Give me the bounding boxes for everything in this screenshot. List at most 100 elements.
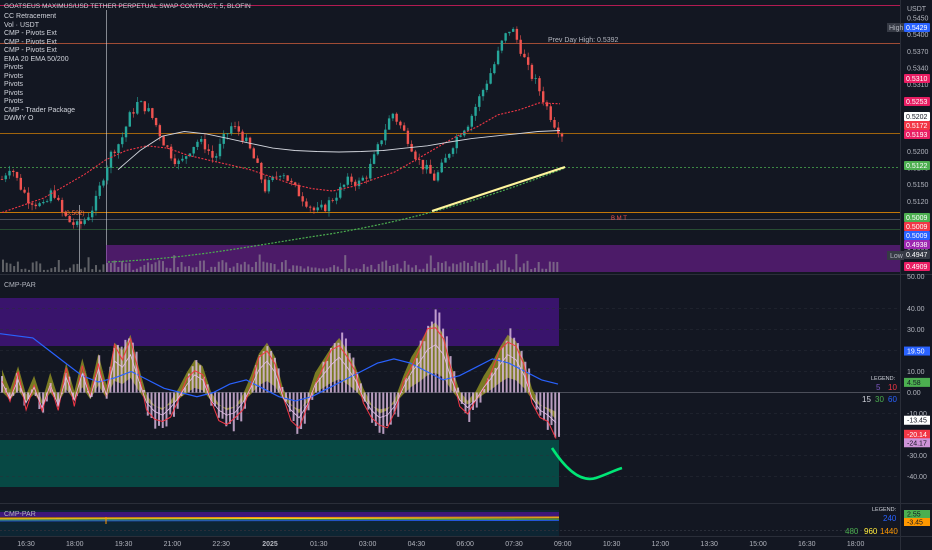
indicator-label[interactable]: CC Retracement [4, 13, 57, 20]
indicator-label[interactable]: Pivots [4, 64, 24, 71]
indicator-label[interactable]: CMP - Pivots Ext [4, 30, 57, 37]
indicator-label[interactable]: Pivots [4, 72, 24, 80]
candle-body [429, 164, 432, 174]
volume-bar [533, 267, 536, 272]
time-tick: 19:30 [115, 541, 133, 548]
osc-tick: 30.00 [907, 327, 925, 334]
indicator-label[interactable]: Pivots [4, 81, 24, 88]
volume-bar [54, 267, 57, 272]
osc-bar [367, 392, 370, 410]
time-tick: 21:00 [164, 541, 182, 548]
price-tag-value: 0.5310 [906, 76, 928, 83]
price-tag-value: 0.5429 [906, 25, 928, 32]
volume-bar [206, 269, 209, 272]
indicator-label[interactable]: EMA 20 EMA 50/200 [4, 55, 69, 63]
price-tag-value: 0.4909 [906, 264, 928, 271]
candle-body [23, 189, 26, 193]
osc-bar [154, 392, 157, 429]
candle-body [444, 157, 447, 163]
candle-body [8, 170, 11, 176]
volume-bar [158, 260, 161, 272]
candle-body [147, 108, 150, 112]
osc-bar [273, 357, 276, 393]
volume-bar [381, 261, 384, 272]
osc-bar [128, 338, 131, 393]
osc-bar [371, 392, 374, 423]
osc-bar [221, 392, 224, 419]
osc-bar [397, 392, 400, 417]
volume-bar [35, 261, 38, 272]
volume-bar [530, 269, 533, 272]
candle-body [387, 118, 391, 130]
candle-body [346, 176, 349, 185]
projection-curve[interactable] [550, 447, 623, 481]
bottom-tag [904, 518, 930, 526]
candle-body [286, 175, 289, 181]
candle-body [361, 177, 365, 181]
osc-bar [427, 325, 430, 393]
volume-bar [188, 266, 190, 272]
candle-body [308, 206, 312, 208]
indicator-label[interactable]: DWMY O [4, 115, 34, 122]
candle-body [440, 162, 443, 173]
osc-bar [300, 392, 303, 430]
price-tag-value: 0.5202 [906, 114, 928, 121]
volume-bar [541, 268, 544, 272]
candle-body [354, 181, 357, 187]
volume-bar [150, 264, 153, 272]
trend-line[interactable] [431, 165, 566, 213]
indicator-label[interactable]: Pivots [4, 89, 24, 97]
candle-body [530, 64, 534, 79]
osc-line-60 [0, 333, 559, 402]
symbol-title[interactable]: GOATSEUS MAXIMUS/USD TETHER PERPETUAL SW… [4, 3, 251, 10]
volume-bar [16, 261, 19, 272]
price-tag [904, 222, 930, 231]
candle-body [98, 185, 101, 196]
candle-body [421, 159, 425, 170]
volume-bar [277, 269, 280, 272]
osc-bar [202, 376, 205, 393]
volume-bar [515, 254, 518, 272]
candle-body [230, 126, 233, 134]
osc-bar [266, 346, 269, 393]
candle-body [30, 203, 34, 205]
indicator-label[interactable]: Pivots [4, 98, 24, 105]
indicator-label[interactable]: CMP - Pivots Ext [4, 47, 57, 54]
osc-bar [64, 372, 67, 393]
candle-body [106, 167, 109, 181]
volume-bar [556, 261, 559, 272]
volume-bar [121, 261, 124, 272]
indicator-label[interactable]: CMP - Trader Package [4, 106, 76, 114]
osc-bar [378, 392, 381, 433]
time-axis[interactable]: 16:30 18:00 19:30 21:00 22:30 2025 01:30 03:00 0… [17, 541, 864, 548]
candle-body [275, 176, 278, 178]
volume-bar [437, 262, 440, 272]
osc-bar [101, 382, 104, 393]
candle-body [181, 158, 184, 161]
volume-bar [161, 261, 164, 272]
osc-bar [191, 366, 194, 393]
osc-bar [161, 392, 164, 428]
candle-body [75, 221, 79, 225]
osc-bar [79, 377, 82, 393]
price-tick: 0.5340 [907, 66, 929, 73]
bottom-legend: 240 480 960 1440 [845, 514, 898, 536]
osc-tick: -30.00 [907, 453, 927, 460]
price-tick: 0.5200 [907, 149, 929, 156]
osc-bar [404, 377, 407, 393]
candle-body [68, 215, 71, 223]
osc-bar [124, 339, 127, 393]
candle-body [425, 164, 428, 170]
bottom-line-240 [0, 520, 560, 522]
candle-body [380, 140, 383, 145]
osc-bar [240, 392, 243, 422]
volume-bar [489, 269, 492, 272]
volume-bar [106, 262, 109, 272]
candle-body [45, 201, 49, 202]
indicator-label[interactable]: Vol · USDT [4, 21, 40, 29]
price-tag [904, 97, 930, 106]
volume-bar [388, 265, 391, 272]
candle-body [226, 133, 229, 135]
indicator-label[interactable]: CMP - Pivots Ext [4, 38, 57, 46]
